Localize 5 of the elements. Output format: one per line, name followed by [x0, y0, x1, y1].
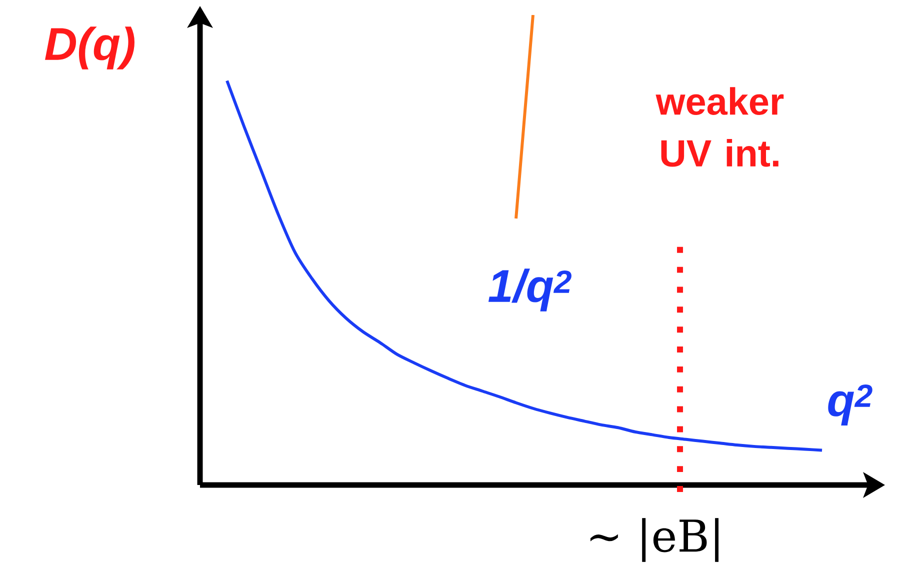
- x-axis-title: q$^{2}$: [828, 384, 872, 426]
- y-axis-title: D(q): [45, 26, 134, 70]
- text: ∼ |eB|: [590, 518, 719, 562]
- annotation: weaker UV int.: [656, 87, 784, 167]
- annotation: 1/q$^{2}$: [488, 268, 572, 312]
